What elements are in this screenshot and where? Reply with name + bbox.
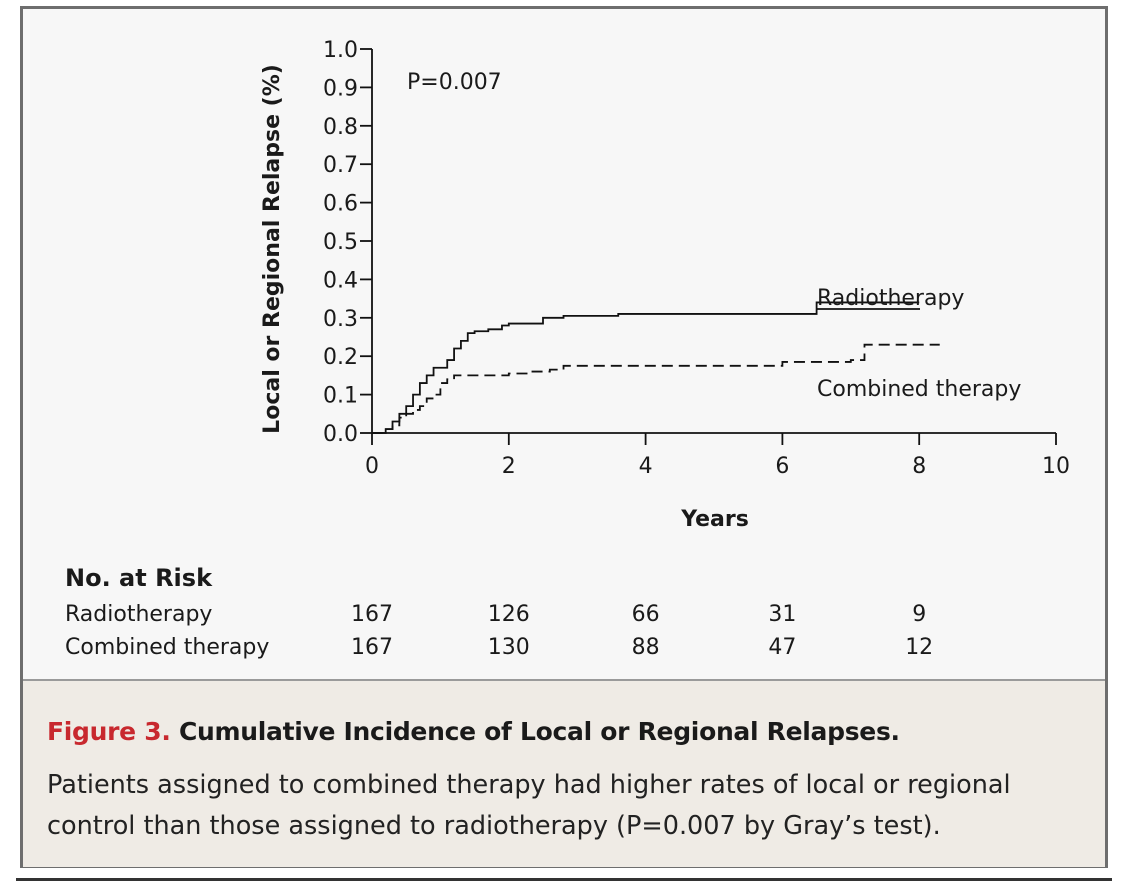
y-tick-label: 0.6 bbox=[323, 192, 358, 217]
caption-box: Figure 3. Cumulative Incidence of Local … bbox=[23, 679, 1105, 867]
caption-body: Patients assigned to combined therapy ha… bbox=[47, 770, 1011, 841]
series-line-combined-therapy bbox=[372, 343, 940, 434]
x-axis-label: Years bbox=[680, 507, 749, 532]
risk-value: 130 bbox=[488, 635, 530, 660]
legend-combined-therapy: Combined therapy bbox=[817, 377, 1021, 402]
risk-value: 167 bbox=[351, 635, 393, 660]
y-tick-label: 1.0 bbox=[323, 38, 358, 63]
figure-title: Cumulative Incidence of Local or Regiona… bbox=[178, 717, 900, 746]
risk-value: 12 bbox=[905, 635, 933, 660]
y-tick-label: 0.7 bbox=[323, 153, 358, 178]
y-tick-label: 0.8 bbox=[323, 115, 358, 140]
x-tick-label: 2 bbox=[502, 454, 516, 479]
risk-row-label-radiotherapy: Radiotherapy bbox=[65, 602, 212, 627]
risk-value: 66 bbox=[632, 602, 660, 627]
bottom-rule bbox=[16, 878, 1112, 881]
risk-value: 47 bbox=[768, 635, 796, 660]
risk-value: 126 bbox=[488, 602, 530, 627]
x-tick-label: 8 bbox=[912, 454, 926, 479]
risk-value: 167 bbox=[351, 602, 393, 627]
y-tick-label: 0.4 bbox=[323, 268, 358, 293]
risk-value: 9 bbox=[912, 602, 926, 627]
figure-frame: 0.0 0.1 0.2 0.3 0.4 0.5 0.6 0.7 0.8 0.9 1.0 0 2 4 6 8 1… bbox=[20, 6, 1108, 868]
x-tick-label: 0 bbox=[365, 454, 379, 479]
figure-label: Figure 3. bbox=[47, 717, 171, 746]
y-tick-label: 0.9 bbox=[323, 76, 358, 101]
risk-value: 31 bbox=[768, 602, 796, 627]
x-tick-label: 4 bbox=[639, 454, 653, 479]
legend-radiotherapy: Radiotherapy bbox=[817, 286, 964, 311]
y-tick-label: 0.1 bbox=[323, 384, 358, 409]
risk-row-label-combined: Combined therapy bbox=[65, 635, 269, 660]
caption-title: Figure 3. Cumulative Incidence of Local … bbox=[47, 717, 900, 746]
p-value-annotation: P=0.007 bbox=[407, 70, 502, 95]
y-tick-label: 0.5 bbox=[323, 230, 358, 255]
y-tick-label: 0.3 bbox=[323, 307, 358, 332]
chart: 0.0 0.1 0.2 0.3 0.4 0.5 0.6 0.7 0.8 0.9 1.0 0 2 4 6 8 1… bbox=[65, 38, 1070, 660]
y-tick-label: 0.2 bbox=[323, 345, 358, 370]
x-tick-label: 6 bbox=[775, 454, 789, 479]
risk-table-title: No. at Risk bbox=[65, 564, 213, 592]
x-tick-label: 10 bbox=[1042, 454, 1070, 479]
risk-value: 88 bbox=[632, 635, 660, 660]
y-tick-label: 0.0 bbox=[323, 422, 358, 447]
y-axis-label: Local or Regional Relapse (%) bbox=[260, 64, 285, 434]
series-line-radiotherapy bbox=[372, 301, 920, 434]
